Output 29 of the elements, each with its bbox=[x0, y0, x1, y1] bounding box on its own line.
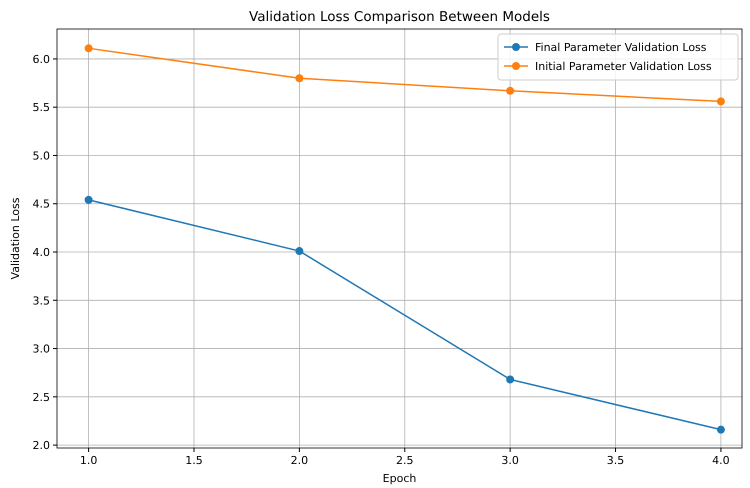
point bbox=[295, 247, 304, 256]
legend-label: Initial Parameter Validation Loss bbox=[535, 60, 712, 73]
x-tick-label: 3.0 bbox=[501, 454, 519, 467]
legend-label: Final Parameter Validation Loss bbox=[535, 41, 707, 54]
y-tick-label: 4.5 bbox=[32, 198, 50, 211]
y-tick-label: 2.0 bbox=[32, 439, 50, 452]
y-tick-label: 5.5 bbox=[32, 101, 50, 114]
y-tick-label: 6.0 bbox=[32, 52, 50, 66]
y-tick-label: 3.0 bbox=[32, 342, 50, 356]
x-tick-label: 2.5 bbox=[396, 454, 414, 467]
point bbox=[295, 74, 304, 82]
y-axis-title: Validation Loss bbox=[9, 197, 22, 280]
point bbox=[716, 97, 725, 106]
chart-title: Validation Loss Comparison Between Models bbox=[249, 9, 550, 25]
point bbox=[84, 196, 93, 204]
y-tick-label: 4.0 bbox=[32, 246, 50, 260]
x-tick-label: 3.5 bbox=[606, 454, 624, 467]
point bbox=[506, 375, 514, 384]
x-axis-title: Epoch bbox=[382, 472, 416, 485]
y-tick-label: 3.5 bbox=[32, 294, 50, 308]
point bbox=[84, 44, 93, 52]
x-tick-label: 1.5 bbox=[185, 454, 203, 467]
x-tick-label: 1.0 bbox=[80, 454, 98, 467]
y-tick-label: 5.0 bbox=[32, 149, 50, 162]
point bbox=[716, 426, 725, 434]
x-tick-label: 4.0 bbox=[712, 454, 730, 467]
x-tick-label: 2.0 bbox=[290, 454, 308, 467]
y-tick-label: 2.5 bbox=[32, 390, 50, 404]
point bbox=[506, 86, 514, 95]
